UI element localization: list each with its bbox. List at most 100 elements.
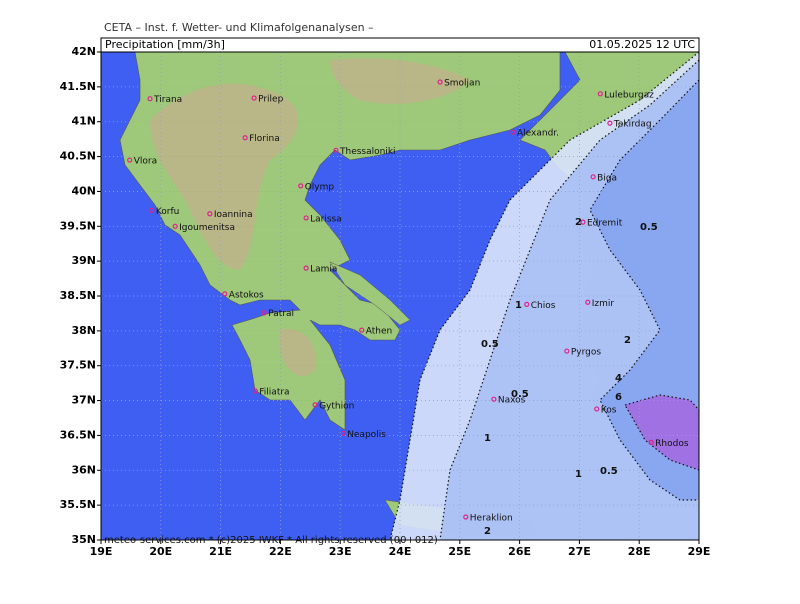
city-label: Alexandr. (517, 129, 559, 139)
city-marker (207, 211, 213, 217)
city-label: Tirana (153, 95, 182, 105)
contour-label: 0.5 (600, 466, 618, 477)
y-tick-label: 40N (71, 184, 96, 197)
header-bar (100, 37, 700, 53)
precip-6 (625, 395, 699, 470)
y-tick-label: 37N (71, 394, 96, 407)
x-tick-label: 27E (568, 545, 591, 558)
contour-label: 1 (575, 469, 582, 480)
city-label: Naxos (498, 396, 526, 406)
city-marker (564, 348, 570, 354)
y-tick-label: 36.5N (60, 428, 96, 441)
x-tick-label: 22E (269, 545, 292, 558)
city-marker (312, 402, 318, 408)
contour-label: 1 (484, 433, 491, 444)
city-marker (298, 183, 304, 189)
map-area (101, 52, 699, 540)
euboea (329, 261, 411, 326)
x-tick-label: 19E (90, 545, 113, 558)
city-label: Astokos (229, 290, 264, 300)
city-marker (607, 120, 613, 126)
x-tick-label: 25E (448, 545, 471, 558)
city-marker (580, 219, 586, 225)
city-marker (303, 215, 309, 221)
city-marker (340, 430, 346, 436)
contour-label: 2 (575, 217, 582, 228)
city-label: Igoumenitsa (179, 223, 235, 233)
city-marker (261, 310, 267, 316)
city-label: Pyrgos (571, 348, 602, 358)
y-tick-label: 38.5N (60, 289, 96, 302)
city-marker (491, 396, 497, 402)
city-marker (597, 91, 603, 97)
contour-label: 2 (624, 335, 631, 346)
cities: Tirana Prilep Smoljan Luleburgaz Tekirdag Ale… (127, 78, 689, 523)
contour-label: 4 (615, 373, 622, 384)
city-label: Thessaloniki (339, 147, 396, 157)
highlands (150, 58, 470, 377)
y-tick-label: 41N (71, 115, 96, 128)
city-label: Gythion (319, 401, 354, 411)
parameter-label: Precipitation [mm/3h] (105, 38, 225, 51)
y-tick-label: 35N (71, 533, 96, 546)
footer: meteo-services.com * (c)2025 IWKF * All … (104, 535, 438, 546)
y-tick-label: 39.5N (60, 219, 96, 232)
source-title: CETA – Inst. f. Wetter- und Klimafolgena… (104, 21, 374, 34)
city-label: Olymp (305, 182, 335, 192)
city-marker (127, 157, 133, 163)
city-marker (437, 79, 443, 85)
city-label: Patrai (268, 309, 294, 319)
city-label: Vlora (134, 157, 157, 167)
city-label: Korfu (156, 207, 180, 217)
city-label: Florina (249, 134, 280, 144)
x-tick-label: 24E (389, 545, 412, 558)
contour-label: 6 (615, 392, 622, 403)
city-marker (585, 299, 591, 305)
x-tick-label: 21E (209, 545, 232, 558)
contour-label: 0.5 (511, 389, 529, 400)
city-marker (590, 174, 596, 180)
city-label: Rhodos (655, 439, 689, 449)
y-tick-label: 35.5N (60, 498, 96, 511)
city-marker (149, 207, 155, 213)
city-label: Athen (366, 327, 392, 337)
city-label: Biga (597, 173, 617, 183)
contour-label: 1 (515, 300, 522, 311)
city-label: Prilep (258, 95, 284, 105)
y-tick-label: 36N (71, 463, 96, 476)
city-label: Tekirdag (613, 120, 652, 130)
contour-label: 0.5 (640, 222, 658, 233)
city-label: Heraklion (470, 513, 513, 523)
contour-lines (389, 52, 699, 540)
city-label: Smoljan (444, 78, 480, 88)
city-label: Larissa (310, 214, 342, 224)
city-label: Edremit (587, 219, 623, 229)
city-marker (463, 514, 469, 520)
x-tick-label: 23E (329, 545, 352, 558)
city-label: Lamia (310, 265, 337, 275)
y-tick-label: 42N (71, 45, 96, 58)
city-marker (222, 291, 228, 297)
precip-2 (590, 80, 699, 500)
y-tick-label: 38N (71, 324, 96, 337)
city-marker (359, 327, 365, 333)
x-tick-label: 29E (688, 545, 711, 558)
city-marker (251, 95, 257, 101)
city-marker (510, 129, 516, 135)
valid-time: 01.05.2025 12 UTC (589, 38, 695, 51)
city-marker (524, 301, 530, 307)
city-label: Chios (531, 301, 556, 311)
city-marker (242, 135, 248, 141)
city-label: Filiatra (259, 387, 289, 397)
city-marker (303, 265, 309, 271)
y-tick-label: 37.5N (60, 359, 96, 372)
y-tick-label: 41.5N (60, 80, 96, 93)
y-tick-label: 40.5N (60, 150, 96, 163)
city-marker (648, 439, 654, 445)
city-marker (252, 388, 258, 394)
city-label: Luleburgaz (604, 90, 654, 100)
city-label: Kos (601, 405, 617, 415)
city-marker (594, 406, 600, 412)
